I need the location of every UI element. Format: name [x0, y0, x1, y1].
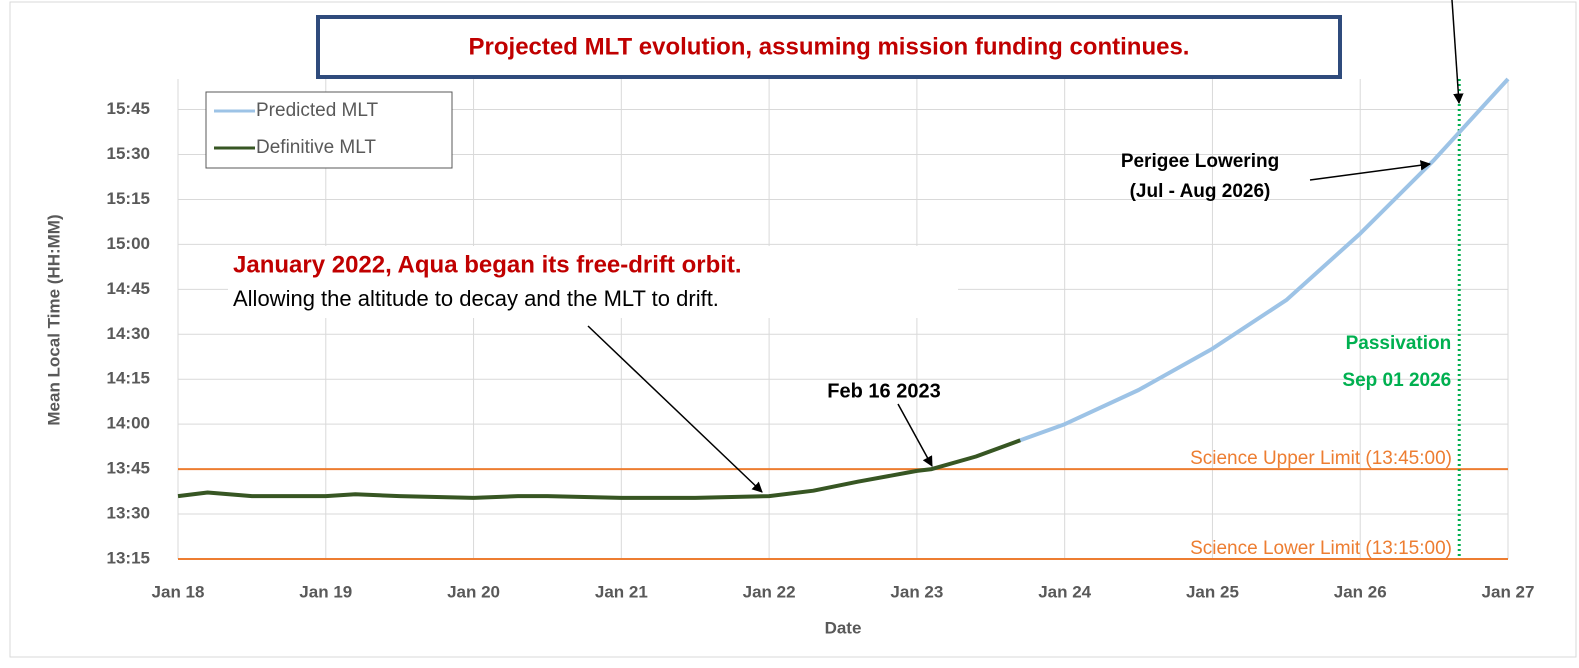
x-tick-label: Jan 23	[890, 582, 943, 601]
annotation: Feb 16 2023	[827, 380, 940, 402]
y-tick-label: 13:30	[107, 504, 150, 523]
y-tick-label: 14:45	[107, 279, 150, 298]
x-tick-label: Jan 27	[1482, 582, 1535, 601]
x-tick-label: Jan 24	[1038, 582, 1091, 601]
annotation-bg	[228, 246, 958, 318]
x-tick-label: Jan 19	[299, 582, 352, 601]
vertical-line-label: Sep 01 2026	[1342, 370, 1451, 391]
chart-title: Projected MLT evolution, assuming missio…	[469, 33, 1190, 60]
x-tick-label: Jan 20	[447, 582, 500, 601]
legend-label: Predicted MLT	[256, 100, 379, 121]
annotation: Allowing the altitude to decay and the M…	[233, 286, 719, 311]
y-tick-label: 15:45	[107, 99, 150, 118]
x-tick-label: Jan 22	[743, 582, 796, 601]
y-tick-label: 15:15	[107, 189, 150, 208]
annotation: Perigee Lowering	[1121, 151, 1279, 172]
y-tick-label: 13:15	[107, 548, 150, 567]
reference-label: Science Lower Limit (13:15:00)	[1190, 538, 1452, 559]
y-tick-label: 14:00	[107, 414, 150, 433]
y-tick-label: 14:15	[107, 369, 150, 388]
y-tick-label: 14:30	[107, 324, 150, 343]
arrow	[1451, 0, 1464, 105]
y-tick-label: 15:30	[107, 144, 150, 163]
legend-label: Definitive MLT	[256, 137, 376, 158]
series-line	[1019, 77, 1510, 443]
x-tick-label: Jan 21	[595, 582, 648, 601]
arrow	[587, 325, 763, 493]
arrow	[1309, 160, 1432, 181]
series-line	[177, 438, 1021, 500]
y-tick-label: 13:45	[107, 459, 150, 478]
arrow	[897, 403, 933, 467]
legend-box	[205, 91, 453, 169]
x-tick-label: Jan 18	[152, 582, 205, 601]
y-axis-label: Mean Local Time (HH:MM)	[44, 214, 63, 425]
reference-label: Science Upper Limit (13:45:00)	[1190, 448, 1452, 469]
annotation: (Jul - Aug 2026)	[1130, 181, 1271, 202]
x-tick-label: Jan 26	[1334, 582, 1387, 601]
x-axis-label: Date	[825, 618, 862, 637]
annotation: January 2022, Aqua began its free-drift …	[233, 251, 742, 278]
vertical-line-label: Passivation	[1346, 333, 1452, 354]
x-tick-label: Jan 25	[1186, 582, 1239, 601]
title-box	[316, 15, 1342, 79]
chart-border	[9, 1, 1577, 658]
y-tick-label: 15:00	[107, 234, 150, 253]
